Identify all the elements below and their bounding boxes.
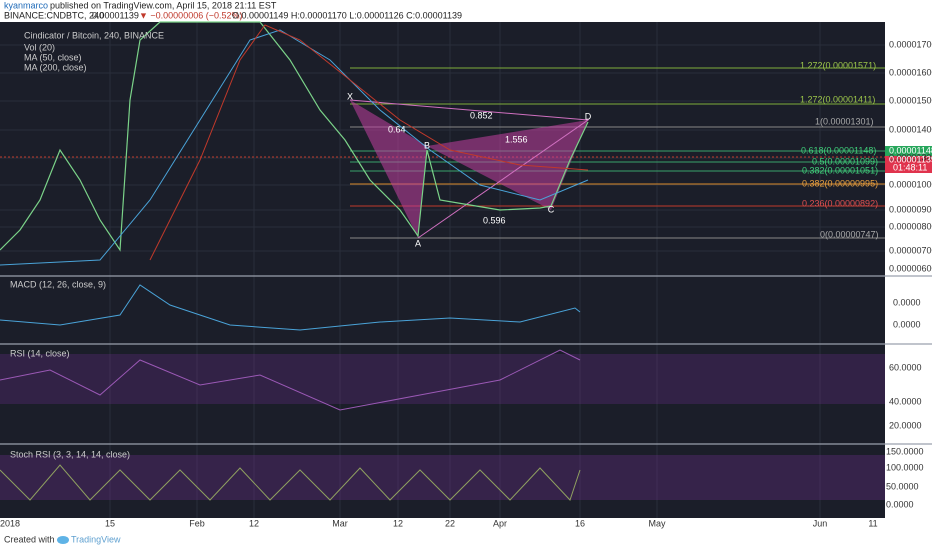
stoch-title: Stoch RSI (3, 3, 14, 14, close) [10,449,130,459]
rsi-title: RSI (14, close) [10,348,70,358]
time-label: Jun [813,518,828,528]
rsi-line [0,349,581,411]
price-label: 0.00001400 [889,124,932,134]
fib-label: 0.382(0.00001051) [802,165,878,175]
price-label: 0.00001600 [889,67,932,77]
legend-item: Vol (20) [24,42,55,52]
price-label: 0.00000600 [889,263,932,273]
pattern-lines [349,99,590,239]
fib-label: 0.382(0.00000995) [802,178,878,188]
price-label: 0.00000700 [889,245,932,255]
ohlc: O:0.00001149 H:0.00001170 L:0.00001126 C… [232,10,462,20]
time-label: 15 [105,518,115,528]
macd-axis-label: 0.0000 [893,297,921,307]
stoch-line [0,464,581,501]
rsi-band [0,354,885,404]
price-label: 0.00001700 [889,39,932,49]
last-badge-label: 0.00001139 [889,154,932,164]
time-label: 11 [868,518,877,528]
price-label: 0.00000800 [889,221,932,231]
price-label: 0.00001000 [889,179,932,189]
fib-label: 0.236(0.00000892) [802,198,878,208]
macd-title: MACD (12, 26, close, 9) [10,279,106,289]
countdown: 01:48:11 [893,162,927,172]
chart-bg [0,22,885,518]
grid [0,22,885,518]
macd-axis-label: 0.0000 [893,319,921,329]
time-label: 12 [393,518,403,528]
fib-label: 0.618(0.00001148) [801,145,876,155]
time-axis-bg [0,518,932,530]
fib-badge-label: 0.00001148 [889,145,932,155]
price-line [0,21,589,252]
stoch-axis-label: 0.0000 [886,499,914,509]
fib-badge [885,146,932,156]
pattern-xab [350,100,427,238]
macd-line [0,284,581,331]
price-label: 0.00000900 [889,204,932,214]
pattern-ratio: 0.596 [483,215,506,225]
stoch-axis-label: 50.0000 [886,481,919,491]
price-label: 0.00001300 [889,152,932,162]
time-label: 22 [445,518,455,528]
rsi-axis-label: 20.0000 [889,420,922,430]
fib-label: 0(0.00000747) [820,229,879,239]
last-badge [885,156,932,173]
footer-logo [57,536,69,544]
price-axis-bg [885,22,932,518]
ma-200 [149,24,589,261]
fib-label: 1.272(0.00001411) [800,94,875,104]
stoch-axis-label: 150.0000 [886,446,924,456]
time-label: 2018 [0,518,20,528]
legend-item: MA (200, close) [24,62,87,72]
legend-item: MA (50, close) [24,52,82,62]
fib-label: 0.5(0.00001099) [812,156,878,166]
fib-label: 1(0.00001301) [815,116,874,126]
pattern-point: X [347,91,353,101]
time-label: 16 [575,518,585,528]
pattern-point: D [585,111,592,121]
ma-50 [0,29,589,266]
time-label: 12 [249,518,259,528]
fib-lines [0,67,885,239]
time-label: Apr [493,518,507,528]
time-label: Feb [189,518,205,528]
legend-item: Cindicator / Bitcoin, 240, BINANCE [24,30,164,40]
fib-label: 1.272(0.00001571) [800,60,876,70]
pattern-point: B [424,140,430,150]
time-label: May [648,518,666,528]
rsi-axis-label: 60.0000 [889,362,922,372]
published: published on TradingView.com, April 15, … [50,0,277,10]
footer-brand: TradingView [71,534,121,544]
stoch-band [0,455,885,500]
pattern-ratio: 0.852 [470,110,493,120]
pattern-ratio: 0.64 [388,124,406,134]
pattern-point: C [548,204,555,214]
last: 0.00001139 [92,10,139,20]
rsi-axis-label: 40.0000 [889,396,922,406]
price-label: 0.00001500 [889,95,932,105]
time-label: Mar [332,518,348,528]
author: kyanmarco [4,0,48,10]
footer-created: Created with [4,534,55,544]
stoch-axis-label: 100.0000 [886,462,924,472]
pattern-bcd [427,120,588,210]
pane-separators [0,275,932,445]
pattern-ratio: 1.556 [505,134,528,144]
pattern-point: A [415,238,421,248]
symbol: BINANCE:CNDBTC, 240 [4,10,104,20]
change: ▼ −0.00000006 (−0.52%) [139,10,242,20]
